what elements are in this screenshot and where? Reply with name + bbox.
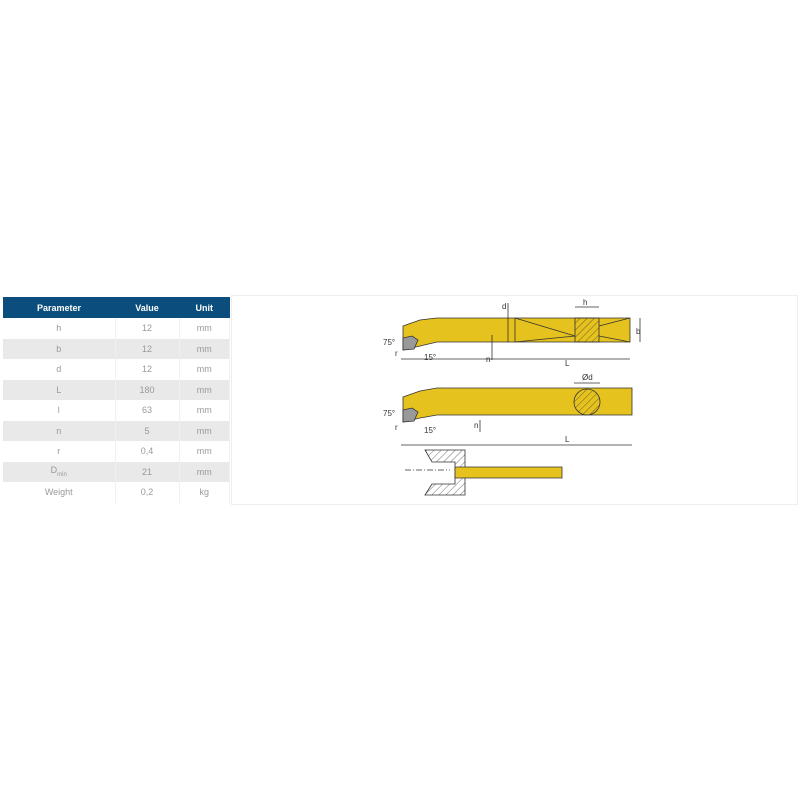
value-cell: 63	[115, 400, 180, 421]
param-text: r	[57, 446, 61, 457]
param-text: Weight	[44, 487, 73, 498]
label-L2: L	[565, 435, 570, 444]
value-cell: 0,2	[115, 482, 180, 503]
table-row: d 12 mm	[3, 359, 230, 380]
unit-cell: mm	[179, 461, 230, 482]
tool-round-view	[401, 382, 633, 446]
label-r2: r	[395, 423, 398, 432]
param-cell: Weight	[3, 482, 116, 503]
label-h: h	[583, 298, 587, 307]
param-cell: n	[3, 420, 116, 441]
param-cell: l	[3, 400, 116, 421]
value-cell: 21	[115, 461, 180, 482]
unit-cell: mm	[179, 420, 230, 441]
param-text: b	[56, 343, 62, 354]
label-15-2: 15°	[424, 426, 436, 435]
param-cell: Dmin	[3, 461, 116, 482]
tool-in-bore-view	[405, 449, 563, 496]
param-text: L	[56, 384, 62, 395]
param-cell: d	[3, 359, 116, 380]
label-75-2: 75°	[383, 409, 395, 418]
table-row: Weight 0,2 kg	[3, 482, 230, 503]
header-parameter: Parameter	[3, 297, 115, 318]
label-L: L	[565, 359, 570, 368]
label-75: 75°	[383, 338, 395, 347]
label-15: 15°	[424, 353, 436, 362]
label-dia: Ød	[582, 373, 593, 382]
table-row: h 12 mm	[3, 318, 230, 339]
param-cell: r	[3, 441, 116, 462]
header-value: Value	[115, 297, 179, 318]
tool-side-view	[401, 303, 641, 360]
param-text: l	[57, 405, 60, 416]
value-cell: 0,4	[115, 441, 180, 462]
value-cell: 5	[115, 420, 180, 441]
param-cell: L	[3, 379, 116, 400]
param-cell: b	[3, 338, 116, 359]
table-row: l 63 mm	[3, 400, 230, 421]
label-n2: n	[474, 421, 478, 430]
unit-cell: mm	[179, 379, 230, 400]
value-cell: 12	[115, 338, 180, 359]
value-cell: 180	[115, 379, 180, 400]
param-cell: h	[3, 318, 116, 339]
unit-cell: mm	[179, 338, 230, 359]
unit-cell: mm	[179, 359, 230, 380]
table-row: b 12 mm	[3, 338, 230, 359]
param-text: h	[56, 323, 62, 334]
value-cell: 12	[115, 318, 180, 339]
parameter-table: Parameter Value Unit h 12 mm b 12 mm d 12 mm L 180…	[3, 297, 230, 503]
table-row: n 5 mm	[3, 420, 230, 441]
label-d: d	[502, 302, 506, 311]
param-sub: min	[57, 472, 67, 479]
table-row: L 180 mm	[3, 379, 230, 400]
table-row: r 0,4 mm	[3, 441, 230, 462]
table-row: Dmin 21 mm	[3, 461, 230, 482]
param-text: D	[50, 465, 58, 476]
label-r: r	[395, 349, 398, 358]
param-text: d	[56, 364, 62, 375]
label-b: b	[636, 327, 641, 336]
unit-cell: mm	[179, 441, 230, 462]
unit-cell: kg	[179, 482, 230, 503]
unit-cell: mm	[179, 400, 230, 421]
param-text: n	[56, 425, 62, 436]
label-n: n	[486, 355, 490, 364]
header-unit: Unit	[179, 297, 230, 318]
value-cell: 12	[115, 359, 180, 380]
unit-cell: mm	[179, 318, 230, 339]
drawing-panel	[231, 295, 798, 505]
